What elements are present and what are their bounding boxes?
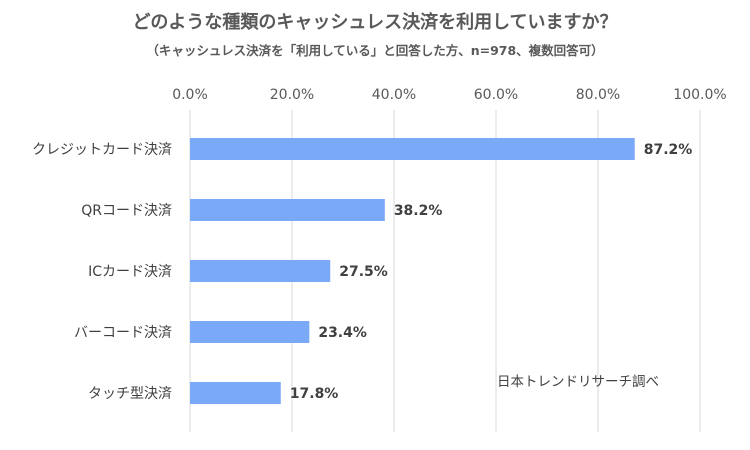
bar: [190, 138, 635, 160]
source-note: 日本トレンドリサーチ調べ: [497, 374, 659, 390]
chart-subtitle: （キャッシュレス決済を「利用している」と回答した方、n=978、複数回答可）: [146, 43, 604, 58]
bar: [190, 321, 310, 343]
bar: [190, 260, 331, 282]
bar: [190, 199, 385, 221]
x-tick-label: 20.0%: [270, 87, 314, 103]
data-label: 87.2%: [644, 142, 693, 158]
category-label: バーコード決済: [74, 325, 172, 341]
bars: [190, 138, 635, 404]
data-label: 27.5%: [339, 264, 388, 280]
x-axis-ticks: 0.0% 20.0% 40.0% 60.0% 80.0% 100.0%: [172, 87, 726, 103]
category-label: ICカード決済: [88, 264, 172, 280]
category-label: QRコード決済: [81, 203, 172, 219]
bar: [190, 382, 281, 404]
x-tick-label: 100.0%: [673, 87, 726, 103]
value-labels: 87.2% 38.2% 27.5% 23.4% 17.8%: [290, 142, 693, 402]
x-tick-label: 80.0%: [576, 87, 620, 103]
data-label: 38.2%: [394, 203, 443, 219]
x-tick-label: 60.0%: [474, 87, 518, 103]
x-tick-label: 0.0%: [172, 87, 208, 103]
x-tick-label: 40.0%: [372, 87, 416, 103]
category-label: タッチ型決済: [88, 386, 172, 402]
chart-title: どのような種類のキャッシュレス決済を利用していますか？: [132, 12, 618, 33]
data-label: 17.8%: [290, 386, 339, 402]
category-label: クレジットカード決済: [32, 142, 172, 158]
data-label: 23.4%: [318, 325, 367, 341]
